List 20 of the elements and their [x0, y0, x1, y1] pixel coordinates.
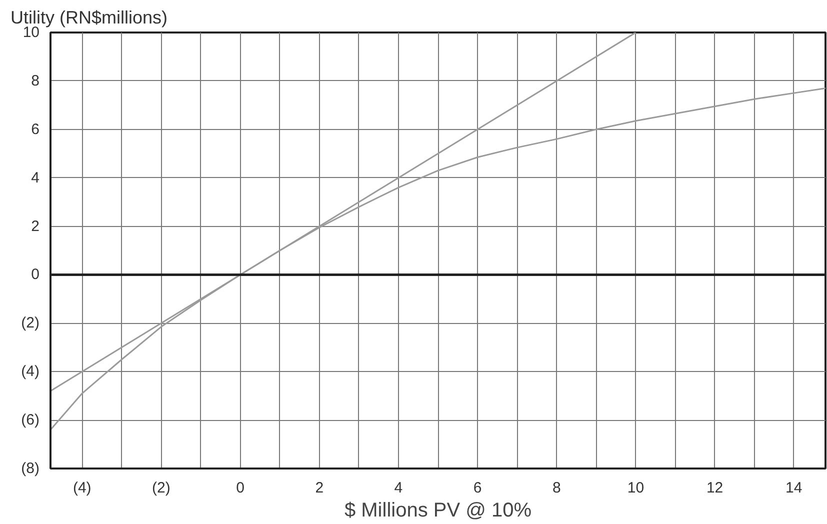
x-tick-label: (2) — [152, 480, 170, 496]
x-tick-label: 4 — [394, 480, 403, 496]
y-tick-label: 6 — [31, 120, 40, 138]
y-tick-label: (6) — [21, 412, 40, 429]
y-tick-label: (4) — [21, 363, 40, 380]
x-tick-label: 14 — [786, 480, 802, 496]
x-tick-label: 12 — [706, 480, 724, 496]
x-tick-label: 6 — [473, 480, 482, 496]
x-tick-label: 2 — [315, 480, 324, 496]
y-tick-label: 2 — [31, 218, 40, 235]
x-tick-label: 8 — [552, 480, 561, 496]
x-axis-title: $ Millions PV @ 10% — [344, 500, 532, 522]
y-tick-label: 4 — [31, 169, 40, 186]
y-tick-label: 0 — [31, 266, 40, 284]
x-tick-label: (4) — [72, 480, 92, 496]
x-tick-label: 10 — [627, 480, 644, 496]
y-tick-label: 8 — [31, 72, 40, 90]
x-tick-label: 0 — [236, 480, 244, 496]
y-tick-label: (8) — [21, 460, 40, 477]
y-tick-label: (2) — [21, 314, 40, 332]
